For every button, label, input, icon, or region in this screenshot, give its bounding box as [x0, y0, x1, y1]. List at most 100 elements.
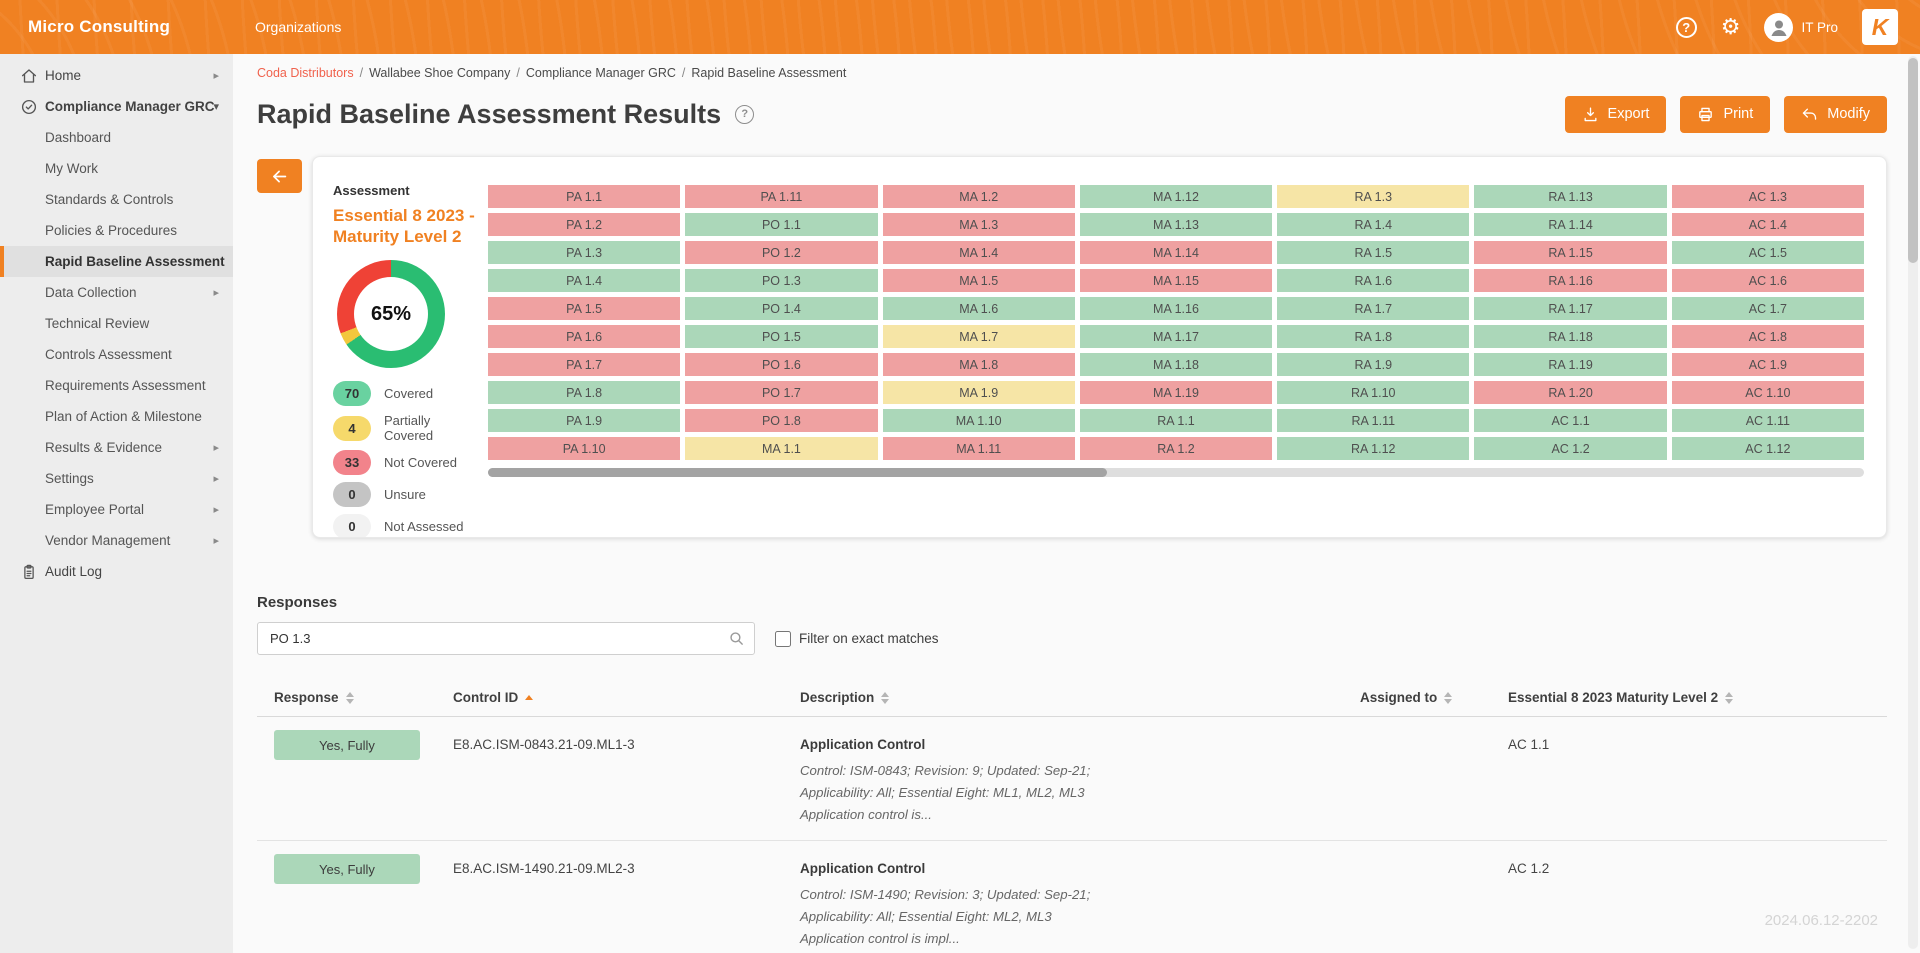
control-cell[interactable]: RA 1.11	[1277, 409, 1469, 432]
control-cell[interactable]: PA 1.5	[488, 297, 680, 320]
control-cell[interactable]: MA 1.9	[883, 381, 1075, 404]
sidebar-item-settings[interactable]: Settings▸	[0, 463, 233, 494]
breadcrumb-link[interactable]: Coda Distributors	[257, 66, 354, 80]
control-cell[interactable]: RA 1.18	[1474, 325, 1666, 348]
help-icon[interactable]: ?	[1676, 17, 1697, 38]
sidebar-item-dashboard[interactable]: Dashboard	[0, 122, 233, 153]
control-cell[interactable]: PA 1.9	[488, 409, 680, 432]
control-cell[interactable]: RA 1.4	[1277, 213, 1469, 236]
control-cell[interactable]: RA 1.5	[1277, 241, 1469, 264]
control-cell[interactable]: MA 1.1	[685, 437, 877, 460]
sidebar-item-audit-log[interactable]: Audit Log	[0, 556, 233, 587]
back-button[interactable]	[257, 159, 302, 193]
export-button[interactable]: Export	[1565, 96, 1667, 133]
control-cell[interactable]: PA 1.6	[488, 325, 680, 348]
control-cell[interactable]: PO 1.8	[685, 409, 877, 432]
column-header-description[interactable]: Description	[800, 690, 1360, 705]
table-row[interactable]: Yes, Fully E8.AC.ISM-0843.21-09.ML1-3 Ap…	[257, 717, 1887, 840]
control-cell[interactable]: AC 1.7	[1672, 297, 1864, 320]
print-button[interactable]: Print	[1680, 96, 1770, 133]
control-cell[interactable]: MA 1.13	[1080, 213, 1272, 236]
sidebar-item-rapid-baseline-assessment[interactable]: Rapid Baseline Assessment	[0, 246, 233, 277]
control-cell[interactable]: AC 1.6	[1672, 269, 1864, 292]
sidebar-item-results-evidence[interactable]: Results & Evidence▸	[0, 432, 233, 463]
control-cell[interactable]: MA 1.2	[883, 185, 1075, 208]
control-cell[interactable]: RA 1.8	[1277, 325, 1469, 348]
control-cell[interactable]: MA 1.16	[1080, 297, 1272, 320]
vendor-logo[interactable]: K	[1862, 9, 1898, 45]
column-header-response[interactable]: Response	[257, 690, 453, 705]
control-cell[interactable]: PA 1.8	[488, 381, 680, 404]
control-cell[interactable]: RA 1.2	[1080, 437, 1272, 460]
control-cell[interactable]: MA 1.8	[883, 353, 1075, 376]
control-cell[interactable]: MA 1.12	[1080, 185, 1272, 208]
control-cell[interactable]: MA 1.11	[883, 437, 1075, 460]
modify-button[interactable]: Modify	[1784, 96, 1887, 133]
control-cell[interactable]: AC 1.1	[1474, 409, 1666, 432]
control-cell[interactable]: MA 1.15	[1080, 269, 1272, 292]
user-menu[interactable]: IT Pro	[1764, 13, 1838, 42]
sidebar-item-vendor-management[interactable]: Vendor Management▸	[0, 525, 233, 556]
control-cell[interactable]: PO 1.2	[685, 241, 877, 264]
gear-icon[interactable]: ⚙	[1721, 16, 1741, 38]
control-cell[interactable]: RA 1.3	[1277, 185, 1469, 208]
control-cell[interactable]: MA 1.4	[883, 241, 1075, 264]
control-cell[interactable]: PA 1.10	[488, 437, 680, 460]
nav-organizations[interactable]: Organizations	[233, 0, 363, 54]
control-cell[interactable]: PO 1.3	[685, 269, 877, 292]
control-cell[interactable]: RA 1.12	[1277, 437, 1469, 460]
sidebar-item-data-collection[interactable]: Data Collection▸	[0, 277, 233, 308]
control-cell[interactable]: AC 1.4	[1672, 213, 1864, 236]
sidebar-item-standards-controls[interactable]: Standards & Controls	[0, 184, 233, 215]
column-header-control-id[interactable]: Control ID	[453, 690, 800, 705]
control-cell[interactable]: PA 1.7	[488, 353, 680, 376]
control-cell[interactable]: MA 1.17	[1080, 325, 1272, 348]
exact-match-label[interactable]: Filter on exact matches	[799, 631, 939, 646]
grid-h-scrollbar-thumb[interactable]	[488, 468, 1107, 477]
control-cell[interactable]: PO 1.4	[685, 297, 877, 320]
control-cell[interactable]: AC 1.12	[1672, 437, 1864, 460]
sidebar-item-controls-assessment[interactable]: Controls Assessment	[0, 339, 233, 370]
control-cell[interactable]: MA 1.5	[883, 269, 1075, 292]
sidebar-item-home[interactable]: Home ▸	[0, 60, 233, 91]
control-cell[interactable]: MA 1.18	[1080, 353, 1272, 376]
control-cell[interactable]: AC 1.2	[1474, 437, 1666, 460]
exact-match-checkbox[interactable]	[775, 631, 791, 647]
control-cell[interactable]: RA 1.13	[1474, 185, 1666, 208]
sidebar-item-employee-portal[interactable]: Employee Portal▸	[0, 494, 233, 525]
control-cell[interactable]: PA 1.2	[488, 213, 680, 236]
control-cell[interactable]: PA 1.3	[488, 241, 680, 264]
control-cell[interactable]: RA 1.1	[1080, 409, 1272, 432]
search-input[interactable]	[257, 622, 755, 655]
control-cell[interactable]: RA 1.16	[1474, 269, 1666, 292]
control-cell[interactable]: AC 1.5	[1672, 241, 1864, 264]
page-v-scrollbar-thumb[interactable]	[1908, 58, 1918, 263]
control-cell[interactable]: AC 1.11	[1672, 409, 1864, 432]
sidebar-item-compliance-manager-grc[interactable]: Compliance Manager GRC ▾	[0, 91, 233, 122]
sidebar-item-plan-of-action-milestone[interactable]: Plan of Action & Milestone	[0, 401, 233, 432]
control-cell[interactable]: PA 1.1	[488, 185, 680, 208]
control-cell[interactable]: MA 1.14	[1080, 241, 1272, 264]
control-cell[interactable]: AC 1.8	[1672, 325, 1864, 348]
control-cell[interactable]: PO 1.6	[685, 353, 877, 376]
control-cell[interactable]: RA 1.19	[1474, 353, 1666, 376]
control-cell[interactable]: PO 1.5	[685, 325, 877, 348]
breadcrumb-item[interactable]: Compliance Manager GRC	[526, 66, 676, 80]
control-cell[interactable]: RA 1.6	[1277, 269, 1469, 292]
sidebar-item-technical-review[interactable]: Technical Review	[0, 308, 233, 339]
control-cell[interactable]: MA 1.10	[883, 409, 1075, 432]
control-cell[interactable]: RA 1.7	[1277, 297, 1469, 320]
control-cell[interactable]: PO 1.1	[685, 213, 877, 236]
breadcrumb-item[interactable]: Wallabee Shoe Company	[369, 66, 510, 80]
control-cell[interactable]: RA 1.17	[1474, 297, 1666, 320]
control-cell[interactable]: MA 1.6	[883, 297, 1075, 320]
control-cell[interactable]: MA 1.7	[883, 325, 1075, 348]
sidebar-item-my-work[interactable]: My Work	[0, 153, 233, 184]
control-cell[interactable]: RA 1.10	[1277, 381, 1469, 404]
control-cell[interactable]: RA 1.15	[1474, 241, 1666, 264]
control-cell[interactable]: PA 1.4	[488, 269, 680, 292]
control-cell[interactable]: PO 1.7	[685, 381, 877, 404]
control-cell[interactable]: RA 1.20	[1474, 381, 1666, 404]
column-header-assigned-to[interactable]: Assigned to	[1360, 690, 1508, 705]
column-header-maturity[interactable]: Essential 8 2023 Maturity Level 2	[1508, 690, 1887, 705]
